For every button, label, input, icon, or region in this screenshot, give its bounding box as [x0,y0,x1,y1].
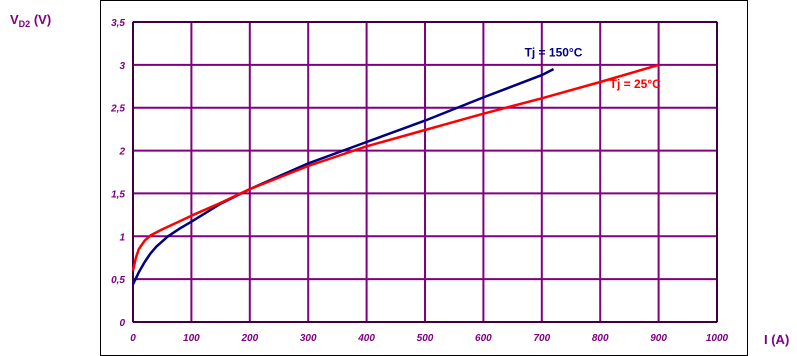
y-tick-label: 2,5 [110,104,125,115]
legend: Tj = 150°C Tj = 25°C [525,45,662,91]
x-axis-label: I (A) [764,332,790,347]
x-tick-label: 0 [130,333,136,344]
series [131,63,659,285]
y-axis-label-main: V [10,12,19,27]
y-axis-label-sub: D2 [18,19,31,29]
x-tick-label: 900 [650,333,667,344]
x-tick-label: 400 [357,333,375,344]
series-line-1 [131,63,659,271]
x-tick-label: 600 [475,333,492,344]
x-tick-labels: 0 100 200 300 400 500 600 700 800 900 1000 [130,333,728,344]
plot-area-border [132,21,718,323]
x-tick-label: 100 [183,333,200,344]
y-axis-label: VD2 (V) [10,12,52,29]
y-tick-labels: 0 0,5 1 1,5 2 2,5 3 3,5 [110,18,125,329]
y-tick-label: 2 [118,147,125,158]
y-tick-label: 3 [119,61,125,72]
grid [132,21,718,323]
y-tick-label: 3,5 [111,18,125,29]
y-tick-label: 1 [119,232,125,243]
x-tick-label: 500 [417,333,434,344]
y-axis-label-unit: (V) [33,12,52,27]
x-tick-label: 200 [240,333,258,344]
x-tick-label: 700 [533,333,550,344]
x-tick-label: 300 [300,333,317,344]
series-line-0 [131,67,555,285]
x-tick-label: 1000 [706,333,729,344]
y-tick-label: 0 [119,318,125,329]
y-tick-label: 0,5 [111,275,125,286]
y-tick-label: 1,5 [111,189,125,200]
legend-label-1: Tj = 25°C [610,77,661,91]
x-tick-label: 800 [592,333,609,344]
legend-label-0: Tj = 150°C [525,45,583,59]
